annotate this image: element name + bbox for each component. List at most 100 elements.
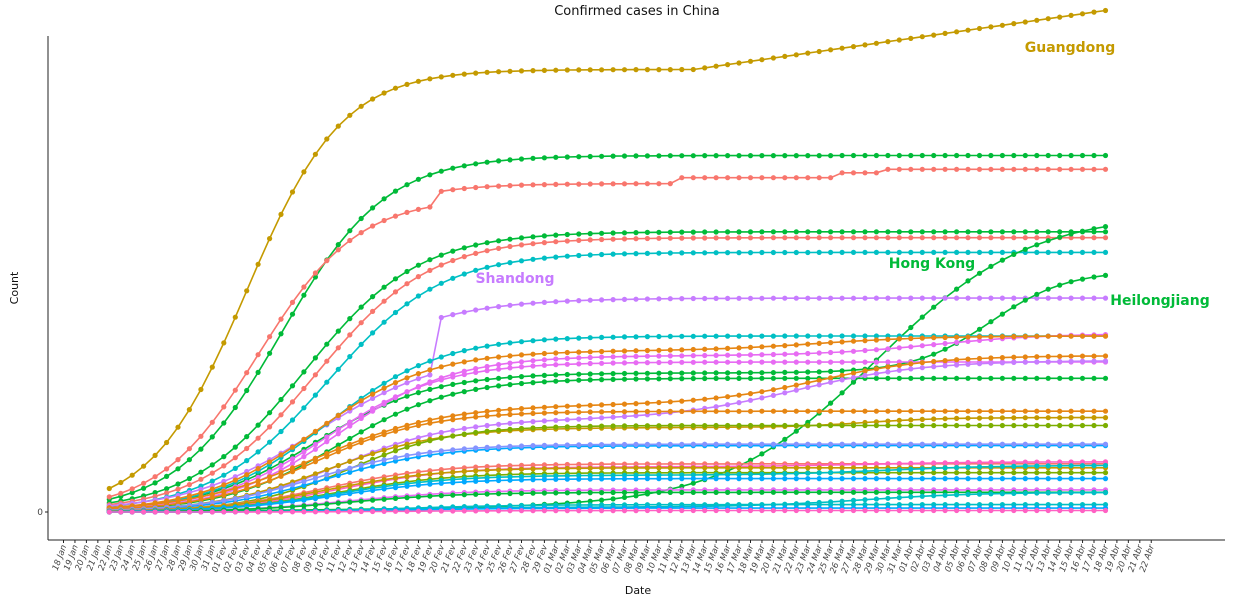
data-point (988, 249, 994, 255)
data-point (965, 249, 971, 255)
data-point (541, 476, 548, 483)
data-point (965, 278, 971, 284)
data-point (450, 187, 456, 193)
data-point (942, 295, 948, 301)
data-point (839, 489, 845, 495)
data-point (976, 249, 983, 255)
data-point (713, 63, 719, 69)
data-point (347, 435, 353, 442)
data-point (805, 249, 811, 256)
data-point (404, 452, 410, 459)
data-point (862, 468, 868, 474)
data-point (610, 423, 616, 429)
data-point (358, 439, 364, 446)
data-point (381, 477, 387, 483)
data-point (1079, 463, 1086, 469)
data-point (496, 183, 502, 189)
data-point (587, 377, 593, 383)
data-point (221, 404, 227, 410)
data-point (931, 229, 937, 235)
data-point (461, 379, 467, 386)
data-point (1011, 235, 1017, 241)
data-point (839, 372, 845, 378)
data-point (828, 359, 834, 365)
data-point (1011, 470, 1017, 476)
data-point (713, 175, 719, 181)
series-line (109, 333, 1106, 510)
data-point (541, 372, 548, 378)
data-point (954, 235, 960, 241)
data-point (461, 245, 467, 251)
data-point (747, 422, 754, 429)
data-point (644, 370, 651, 376)
data-point (850, 497, 857, 503)
data-point (736, 476, 742, 482)
data-point (816, 350, 822, 356)
data-point (461, 415, 467, 421)
data-point (427, 380, 433, 386)
data-point (633, 508, 639, 514)
data-point (816, 340, 822, 346)
data-point (770, 370, 777, 376)
data-point (828, 340, 834, 346)
data-point (1022, 422, 1028, 429)
data-point (954, 470, 960, 476)
data-point (496, 69, 502, 75)
data-point (312, 446, 318, 452)
data-point (725, 507, 731, 514)
data-point (725, 359, 731, 365)
data-point (713, 472, 719, 478)
data-point (1057, 358, 1063, 365)
data-point (244, 445, 250, 452)
data-point (736, 400, 742, 406)
data-point (392, 428, 399, 434)
data-point (186, 457, 192, 463)
data-point (610, 409, 616, 415)
data-point (255, 261, 261, 267)
data-point (278, 462, 284, 469)
data-point (690, 441, 696, 447)
data-point (530, 405, 536, 411)
data-point (312, 459, 318, 465)
series-line (109, 424, 1106, 512)
data-point (690, 489, 696, 495)
data-point (873, 347, 880, 353)
data-point (839, 359, 845, 365)
data-point (347, 354, 353, 360)
data-point (862, 235, 868, 241)
data-point (461, 71, 467, 77)
data-point (392, 380, 399, 386)
data-point (289, 465, 296, 471)
data-point (381, 452, 387, 458)
data-point (1057, 375, 1063, 381)
data-point (942, 465, 948, 471)
data-point (1068, 507, 1074, 514)
data-point (450, 447, 456, 453)
data-point (496, 467, 502, 473)
data-point (438, 429, 444, 436)
data-point (278, 504, 284, 510)
data-point (931, 304, 937, 310)
data-point (1045, 249, 1051, 255)
data-point (541, 67, 548, 73)
data-point (633, 409, 639, 415)
data-point (1091, 415, 1097, 421)
data-point (553, 476, 559, 482)
data-point (370, 391, 376, 397)
data-point (770, 489, 777, 495)
data-point (713, 370, 719, 376)
data-point (736, 507, 742, 514)
data-point (679, 489, 685, 495)
data-point (152, 509, 158, 515)
data-point (564, 298, 570, 304)
data-point (679, 441, 685, 447)
data-point (1045, 238, 1051, 244)
data-point (850, 408, 857, 414)
data-point (1022, 463, 1028, 469)
data-point (576, 371, 582, 377)
data-point (576, 490, 582, 496)
data-point (828, 375, 834, 381)
data-point (690, 408, 696, 414)
data-point (770, 507, 777, 514)
data-point (576, 508, 582, 514)
